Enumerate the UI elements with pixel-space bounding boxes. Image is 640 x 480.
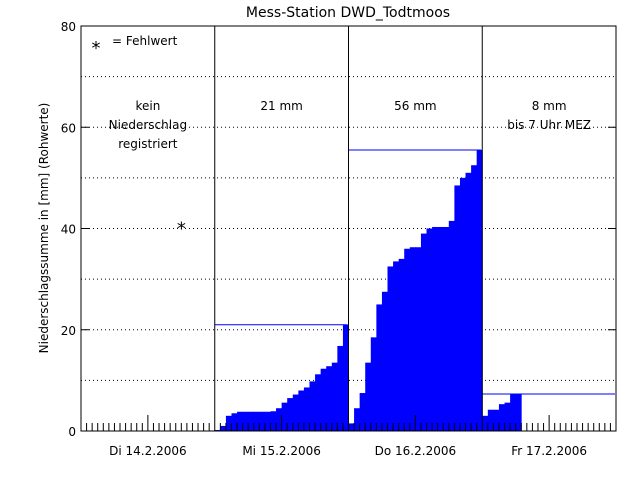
panel-note: 8 mm [532, 99, 567, 113]
panel-note: 21 mm [260, 99, 302, 113]
bar [493, 409, 500, 431]
y-tick-label: 40 [61, 223, 76, 237]
bar [365, 362, 372, 431]
x-tick-label: Do 16.2.2006 [375, 444, 456, 458]
bar [303, 387, 310, 431]
bar [381, 291, 388, 431]
bar [337, 345, 344, 431]
bar [387, 266, 394, 431]
bar [515, 394, 522, 431]
bar [487, 409, 494, 431]
bar [437, 226, 444, 431]
panel-note: kein [135, 99, 160, 113]
bar [276, 408, 283, 431]
missing-value-markers: * [177, 219, 186, 240]
bar [359, 393, 366, 431]
x-tick-label: Di 14.2.2006 [109, 444, 186, 458]
bar [370, 337, 377, 431]
bar [348, 423, 355, 431]
bar [287, 398, 294, 431]
bar [443, 226, 450, 431]
bar [393, 261, 400, 431]
panel-note: 56 mm [394, 99, 436, 113]
bar [214, 429, 221, 431]
bar [404, 248, 411, 431]
bar [376, 304, 383, 431]
bar [459, 177, 466, 431]
bar [331, 362, 338, 431]
bar [253, 411, 260, 431]
bar [398, 258, 405, 431]
bar [320, 368, 327, 431]
bar [354, 408, 361, 431]
bar [482, 415, 489, 431]
bar [504, 402, 511, 431]
bar [448, 220, 455, 431]
daily-total-lines [214, 149, 615, 395]
bar [281, 402, 288, 431]
bar [476, 150, 483, 431]
bar [231, 413, 238, 431]
x-tick-label: Fr 17.2.2006 [511, 444, 587, 458]
bar [248, 411, 255, 431]
x-tick-label: Mi 15.2.2006 [242, 444, 321, 458]
bar [342, 324, 349, 431]
bar [454, 185, 461, 431]
bar [264, 411, 271, 431]
x-axis-ticks: Di 14.2.2006 Mi 15.2.2006 Do 16.2.2006 Fr 1… [86, 415, 611, 458]
bar [471, 165, 478, 431]
legend-text: = Fehlwert [112, 34, 178, 48]
y-tick-label: 20 [61, 324, 76, 338]
chart-title: Mess-Station DWD_Todtmoos [246, 5, 450, 21]
bar [326, 366, 333, 431]
bar [237, 411, 244, 431]
bar [298, 390, 305, 431]
bar [498, 404, 505, 431]
panel-note: registriert [118, 137, 178, 151]
y-tick-label: 80 [61, 20, 76, 34]
bar [409, 247, 416, 431]
legend: * = Fehlwert [92, 34, 178, 59]
panel-note: Niederschlag [109, 118, 187, 132]
missing-value-marker: * [177, 219, 186, 240]
bars [214, 150, 522, 431]
y-axis-ticks: 0 20 40 60 80 [61, 20, 616, 439]
bar [426, 228, 433, 431]
bar [259, 411, 266, 431]
bar [309, 381, 316, 431]
bar [220, 425, 227, 431]
panel-note: bis 7 Uhr MEZ [507, 118, 591, 132]
bar [432, 226, 439, 431]
panel-notes: kein Niederschlag registriert 21 mm 56 mm 8 m… [109, 99, 591, 151]
bar [420, 233, 427, 431]
bar [415, 247, 422, 431]
y-axis-label: Niederschlagssumme in [mm] (Rohwerte) [37, 103, 51, 354]
bar [510, 394, 517, 431]
bar [242, 411, 249, 431]
bar [465, 172, 472, 431]
y-tick-label: 60 [61, 121, 76, 135]
bar [292, 394, 299, 431]
y-tick-label: 0 [68, 425, 76, 439]
bar [225, 415, 232, 431]
day-dividers [214, 26, 483, 431]
bar [315, 374, 322, 431]
legend-symbol: * [92, 38, 101, 59]
bar [270, 411, 277, 431]
